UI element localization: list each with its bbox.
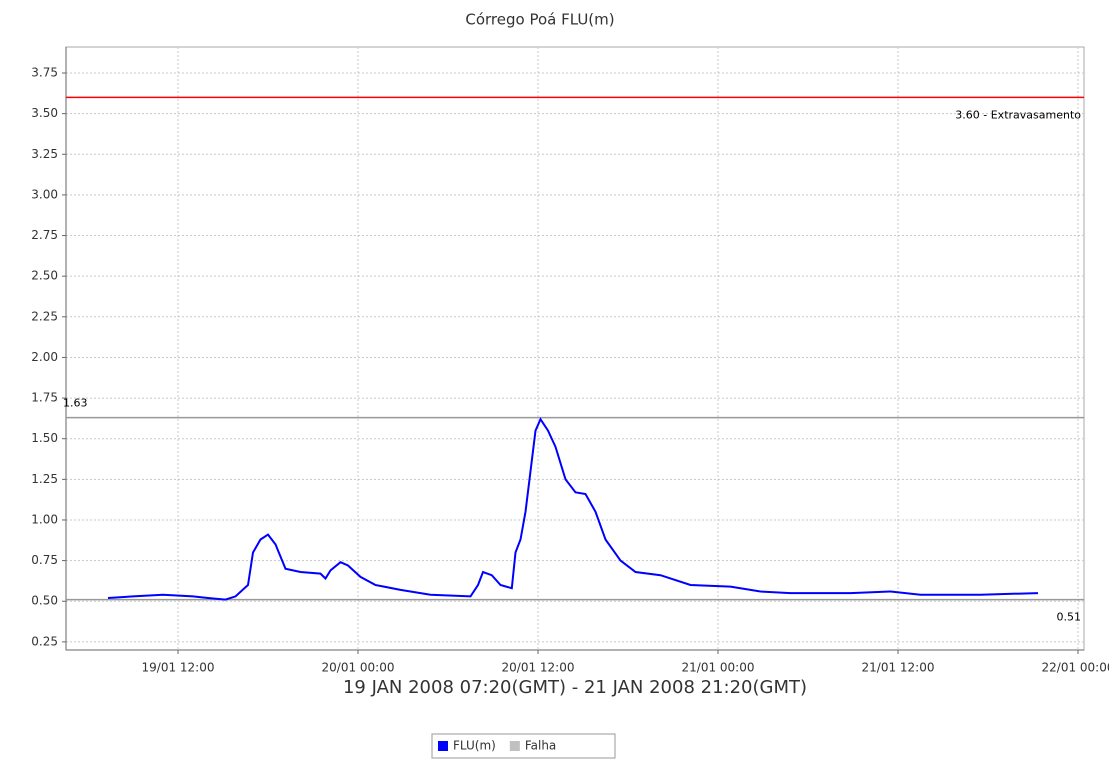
x-tick-label: 22/01 00:00 <box>1042 661 1109 675</box>
legend-swatch <box>509 741 520 751</box>
legend-label: FLU(m) <box>453 739 496 753</box>
x-tick-label: 21/01 12:00 <box>862 661 935 675</box>
marker-label: 1.63 <box>63 397 88 410</box>
chart-title: Córrego Poá FLU(m) <box>465 11 614 29</box>
data-line <box>107 417 1039 601</box>
y-tick-label: 2.25 <box>31 309 58 323</box>
y-tick-label: 0.75 <box>31 553 58 567</box>
x-tick-label: 21/01 00:00 <box>682 661 755 675</box>
y-tick-label: 3.25 <box>31 147 58 161</box>
y-tick-label: 1.00 <box>31 512 58 526</box>
x-axis-label: 19 JAN 2008 07:20(GMT) - 21 JAN 2008 21:… <box>343 677 807 698</box>
marker-label: 0.51 <box>1057 611 1082 624</box>
y-tick-label: 3.50 <box>31 106 58 120</box>
x-tick-label: 19/01 12:00 <box>142 661 215 675</box>
y-tick-label: 1.50 <box>31 431 58 445</box>
x-tick-label: 20/01 00:00 <box>322 661 395 675</box>
y-tick-label: 2.50 <box>31 269 58 283</box>
marker-label: 3.60 - Extravasamento <box>955 108 1081 121</box>
y-tick-label: 2.75 <box>31 228 58 242</box>
y-tick-label: 1.25 <box>31 472 58 486</box>
legend-swatch <box>438 741 448 751</box>
y-tick-label: 0.25 <box>31 634 58 648</box>
legend-box <box>431 733 616 759</box>
plot-area <box>65 46 1085 651</box>
y-tick-label: 3.00 <box>31 187 58 201</box>
legend-label: Falha <box>525 739 556 753</box>
y-tick-label: 3.75 <box>31 66 58 80</box>
y-tick-label: 0.50 <box>31 594 58 608</box>
y-tick-label: 1.75 <box>31 391 58 405</box>
y-tick-label: 2.00 <box>31 350 58 364</box>
x-tick-label: 20/01 12:00 <box>502 661 575 675</box>
